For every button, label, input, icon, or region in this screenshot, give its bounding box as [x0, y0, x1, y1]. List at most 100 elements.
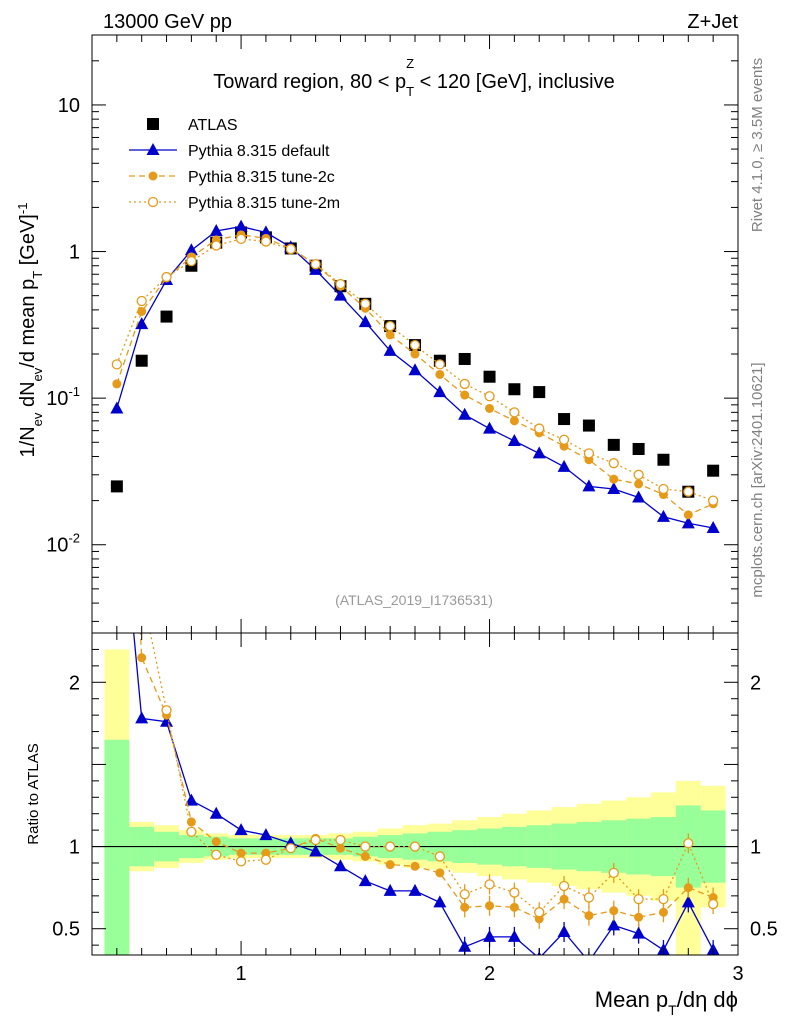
marker-atlas: [483, 370, 496, 383]
marker-pythia-8-315-tune-2m: [484, 391, 495, 402]
marker-pythia-8-315-default: [507, 434, 521, 447]
ylabel-d: [GeV]: [17, 214, 39, 271]
ratio-marker-pythia-8-315-tune-2m: [658, 893, 669, 905]
marker-pythia-8-315-tune-2m: [111, 359, 122, 370]
marker-pythia-8-315-tune-2m: [161, 271, 172, 283]
ratio-plot-content: [92, 185, 738, 955]
legend-label: Pythia 8.315 tune-2m: [188, 195, 340, 212]
marker-pythia-8-315-tune-2c: [634, 479, 644, 489]
title-post: < 120 [GeV], inclusive: [414, 71, 615, 93]
marker-pythia-8-315-tune-2m: [633, 469, 644, 480]
legend-marker: [147, 118, 159, 130]
marker-pythia-8-315-default: [607, 482, 621, 495]
main-plot-content: [110, 219, 720, 534]
marker-pythia-8-315-default: [433, 385, 447, 398]
marker-pythia-8-315-default: [383, 343, 397, 356]
ratio-marker-pythia-8-315-default: [160, 714, 174, 727]
marker-atlas: [582, 419, 595, 432]
marker-pythia-8-315-default: [483, 421, 497, 434]
ratio-marker-pythia-8-315-default: [135, 711, 149, 724]
ratio-marker-pythia-8-315-tune-2c: [559, 894, 569, 904]
energy-label: 13000 GeV pp: [103, 11, 232, 33]
ratio-marker-pythia-8-315-tune-2m: [360, 841, 371, 852]
ratio-line-pythia-8-315-tune-2m: [149, 633, 714, 914]
marker-pythia-8-315-tune-2c: [112, 379, 122, 389]
ylabel-a: 1/N: [17, 426, 39, 457]
marker-pythia-8-315-tune-2m: [136, 295, 147, 307]
marker-pythia-8-315-tune-2c: [509, 416, 519, 426]
ratio-marker-pythia-8-315-default: [309, 844, 323, 857]
marker-atlas: [707, 464, 720, 477]
legend-marker: [146, 143, 160, 155]
ratio-marker-pythia-8-315-tune-2c: [509, 902, 519, 912]
marker-pythia-8-315-tune-2m: [235, 233, 247, 245]
ylabel-c-sub: T: [30, 271, 45, 279]
marker-pythia-8-315-tune-2c: [683, 510, 693, 520]
main-y-tick-label: 1: [69, 242, 80, 264]
ylabel-a-sub: ev: [30, 412, 45, 426]
main-y-tick-label: 10: [58, 95, 80, 117]
legend-marker: [147, 196, 159, 208]
ratio-marker-pythia-8-315-tune-2m: [534, 907, 545, 918]
ratio-y-tick-label: 1: [69, 837, 80, 859]
ratio-marker-pythia-8-315-default: [588, 954, 590, 955]
marker-atlas: [458, 352, 471, 365]
marker-pythia-8-315-tune-2m: [385, 320, 396, 332]
marker-pythia-8-315-default: [582, 479, 596, 492]
ratio-marker-pythia-8-315-default: [333, 859, 347, 872]
ratio-marker-pythia-8-315-tune-2c: [460, 902, 470, 912]
ratio-marker-pythia-8-315-default: [358, 874, 372, 887]
plot-title: Toward region, 80 < pTZ < 120 [GeV], inc…: [213, 56, 614, 99]
marker-pythia-8-315-tune-2m: [558, 434, 570, 445]
ratio-marker-pythia-8-315-default: [557, 925, 571, 937]
ratio-marker-pythia-8-315-tune-2c: [410, 861, 420, 871]
ratio-marker-pythia-8-315-tune-2m: [260, 854, 272, 865]
ratio-marker-pythia-8-315-tune-2c: [435, 868, 445, 878]
marker-atlas: [657, 453, 670, 466]
ratio-marker-pythia-8-315-default: [483, 929, 497, 942]
ratio-marker-pythia-8-315-tune-2c: [683, 883, 693, 893]
marker-atlas: [607, 438, 620, 451]
ratio-y-tick-label-right: 2: [750, 672, 761, 694]
ratio-marker-pythia-8-315-tune-2m: [708, 898, 719, 910]
xlabel-a-sub: T: [668, 1002, 677, 1018]
marker-pythia-8-315-default: [110, 401, 124, 414]
marker-pythia-8-315-default: [706, 521, 720, 534]
ratio-y-axis-label: Ratio to ATLAS: [25, 743, 42, 844]
title-sub: T: [406, 84, 414, 99]
marker-pythia-8-315-default: [259, 225, 273, 238]
marker-pythia-8-315-tune-2m: [285, 243, 296, 255]
ylabel-b-sub: ev: [30, 367, 45, 381]
ratio-marker-pythia-8-315-tune-2c: [634, 912, 644, 922]
marker-pythia-8-315-tune-2m: [534, 423, 545, 434]
ratio-marker-pythia-8-315-tune-2m: [161, 705, 172, 716]
ratio-marker-pythia-8-315-default: [234, 823, 248, 836]
main-y-tick-base: 10: [46, 535, 68, 557]
xlabel-b: /dη dϕ: [677, 987, 738, 1012]
ratio-marker-pythia-8-315-tune-2c: [584, 911, 594, 921]
ratio-marker-pythia-8-315-tune-2c: [485, 901, 495, 911]
title-sup: Z: [406, 56, 414, 71]
marker-pythia-8-315-tune-2m: [608, 458, 619, 469]
xlabel-a: Mean p: [595, 987, 668, 1012]
ratio-marker-pythia-8-315-tune-2c: [236, 848, 246, 858]
ratio-marker-pythia-8-315-tune-2c: [658, 907, 668, 917]
marker-pythia-8-315-default: [184, 243, 198, 256]
ratio-y-tick-label-right: 1: [750, 837, 761, 859]
ylabel-c: /d mean p: [17, 279, 39, 368]
ratio-marker-pythia-8-315-tune-2m: [335, 834, 346, 846]
marker-pythia-8-315-tune-2m: [583, 448, 595, 459]
main-y-tick-exp: -1: [68, 384, 80, 399]
marker-pythia-8-315-tune-2m: [186, 255, 197, 267]
marker-pythia-8-315-tune-2c: [485, 403, 495, 413]
marker-atlas: [135, 354, 148, 367]
marker-pythia-8-315-default: [681, 516, 695, 529]
marker-pythia-8-315-tune-2m: [459, 378, 470, 390]
ratio-marker-pythia-8-315-tune-2m: [509, 887, 520, 898]
marker-pythia-8-315-tune-2m: [360, 298, 371, 309]
ratio-marker-pythia-8-315-tune-2c: [112, 185, 121, 194]
marker-pythia-8-315-default: [333, 288, 347, 301]
ylabel-d-sup: -1: [15, 203, 30, 215]
